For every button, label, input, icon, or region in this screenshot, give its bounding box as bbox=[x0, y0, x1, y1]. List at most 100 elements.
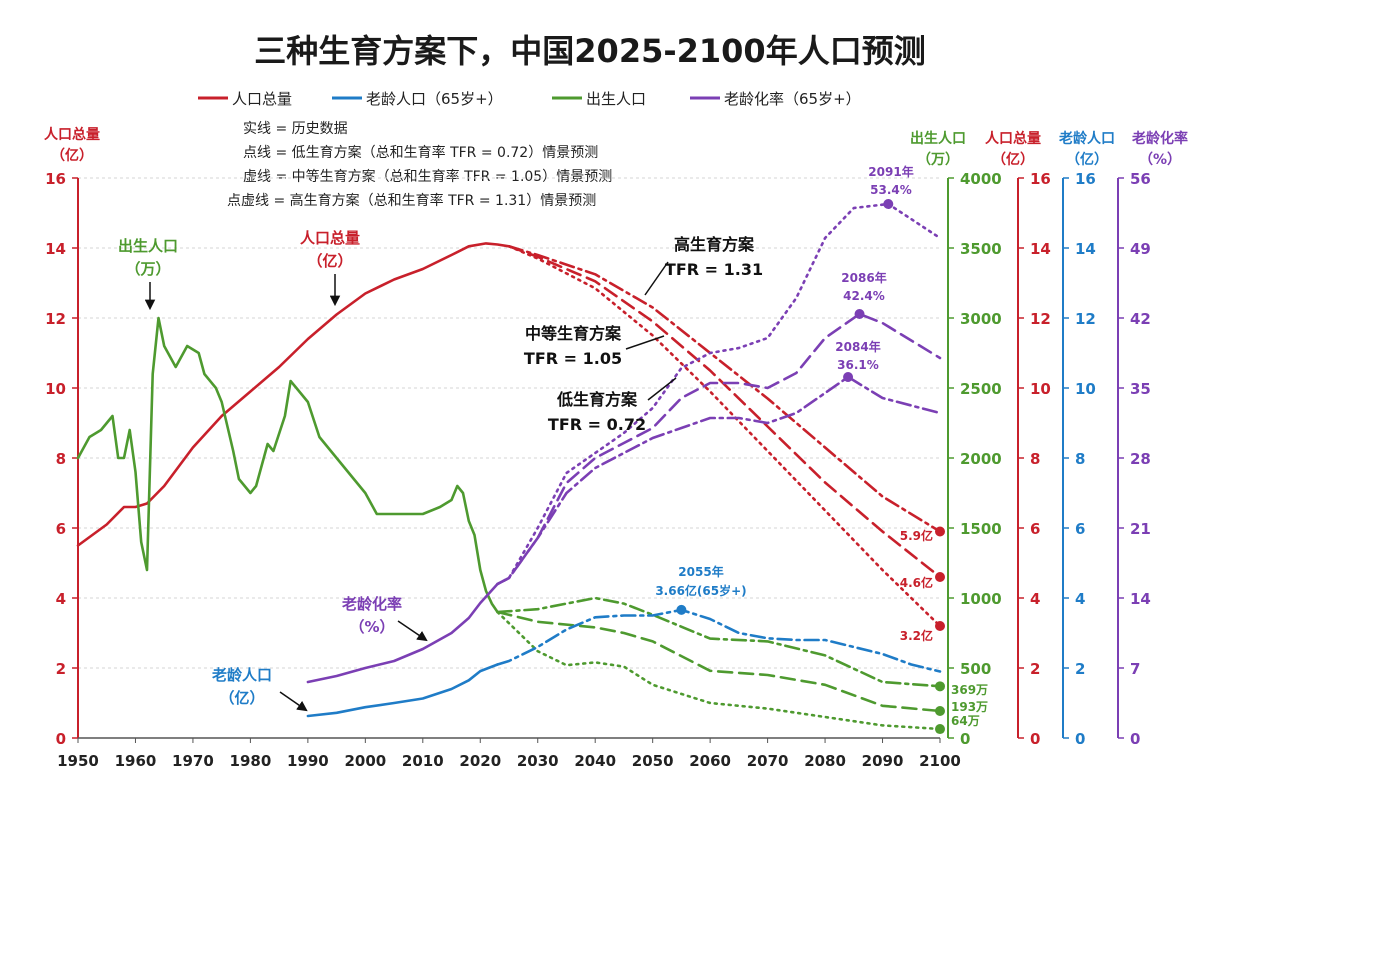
right-axis-tick-label-rate: 28 bbox=[1130, 450, 1151, 468]
right-axis-births-title: 出生人口 bbox=[910, 130, 966, 147]
label-end-pop-high: 5.9亿 bbox=[900, 528, 933, 543]
series-line-7 bbox=[496, 610, 942, 731]
line-style-notes: 实线 = 历史数据 点线 = 低生育方案（总和生育率 TFR = 0.72）情景… bbox=[227, 121, 612, 209]
data-marker-1 bbox=[935, 572, 945, 582]
right-axis-tick-label-rate: 35 bbox=[1130, 380, 1151, 398]
annotation-peak-2055-year: 2055年 bbox=[678, 564, 723, 579]
right-axis-tick-label-elderly: 6 bbox=[1075, 520, 1085, 538]
annotation-mid-tfr: TFR = 1.05 bbox=[524, 349, 622, 368]
series-line-11 bbox=[496, 312, 942, 586]
left-axis-tick-label: 8 bbox=[56, 450, 66, 468]
legend-label-aging-rate: 老龄化率（65岁+） bbox=[724, 90, 861, 108]
data-marker-2 bbox=[935, 621, 945, 631]
right-axis-elderly-unit: （亿） bbox=[1066, 151, 1108, 168]
leader-mid bbox=[625, 335, 665, 350]
x-axis-tick-label: 2020 bbox=[459, 752, 501, 770]
right-axis-tick-label-rate: 21 bbox=[1130, 520, 1151, 538]
x-axis-tick-label: 2050 bbox=[632, 752, 674, 770]
series-line-8 bbox=[306, 663, 499, 718]
annotation-peak-2086-year: 2086年 bbox=[841, 270, 886, 285]
label-end-birth-mid: 193万 bbox=[951, 700, 988, 714]
right-axis-tick-label-pop: 10 bbox=[1030, 380, 1051, 398]
x-axis-tick-label: 1950 bbox=[57, 752, 99, 770]
right-axis-tick-label-pop: 8 bbox=[1030, 450, 1040, 468]
annotation-low-tfr: TFR = 0.72 bbox=[548, 415, 646, 434]
annotation-peak-2055-value: 3.66亿(65岁+) bbox=[655, 583, 746, 598]
annotation-elderly-unit: （亿） bbox=[219, 689, 264, 707]
x-axis-tick-label: 2100 bbox=[919, 752, 961, 770]
x-axis-tick-label: 2000 bbox=[344, 752, 386, 770]
series-lines bbox=[76, 202, 942, 731]
left-axis-tick-label: 6 bbox=[56, 520, 66, 538]
right-axis-tick-label-births: 1000 bbox=[960, 590, 1002, 608]
right-axis-tick-label-rate: 42 bbox=[1130, 310, 1151, 328]
axis-titles: 人口总量 （亿） 出生人口 （万） 人口总量 （亿） 老龄人口 （亿） 老龄化率… bbox=[44, 126, 1188, 168]
series-line-12 bbox=[496, 202, 942, 586]
annotation-births-unit: （万） bbox=[125, 260, 170, 278]
label-end-birth-high: 369万 bbox=[951, 683, 988, 697]
right-axis-tick-label-rate: 7 bbox=[1130, 660, 1140, 678]
end-markers bbox=[676, 199, 945, 735]
right-axis-tick-label-elderly: 10 bbox=[1075, 380, 1096, 398]
annotation-low-plan: 低生育方案 bbox=[556, 390, 638, 409]
left-axis-tick-label: 12 bbox=[45, 310, 66, 328]
annotation-pop-unit: （亿） bbox=[307, 252, 352, 270]
right-axis-tick-label-births: 2500 bbox=[960, 380, 1002, 398]
series-line-9 bbox=[496, 608, 942, 673]
note-dashed: 虚线 = 中等生育方案（总和生育率 TFR = 1.05）情景预测 bbox=[243, 168, 612, 185]
note-dashdot: 点虚线 = 高生育方案（总和生育率 TFR = 1.31）情景预测 bbox=[227, 192, 596, 209]
label-end-birth-low: 64万 bbox=[951, 714, 980, 728]
legend-label-births: 出生人口 bbox=[586, 90, 646, 108]
left-axis-unit: （亿） bbox=[51, 147, 93, 164]
annotation-pop-label: 人口总量 bbox=[300, 229, 360, 247]
leader-high bbox=[644, 261, 669, 296]
data-marker-7 bbox=[883, 199, 894, 209]
left-axis-tick-label: 4 bbox=[56, 590, 66, 608]
x-axis-tick-label: 2090 bbox=[862, 752, 904, 770]
x-axis-tick-label: 2060 bbox=[689, 752, 731, 770]
chart-title: 三种生育方案下，中国2025-2100年人口预测 bbox=[254, 32, 925, 70]
x-axis-tick-label: 1970 bbox=[172, 752, 214, 770]
x-axis-tick-label: 2040 bbox=[574, 752, 616, 770]
right-axis-tick-label-elderly: 2 bbox=[1075, 660, 1085, 678]
right-axis-elderly-title: 老龄人口 bbox=[1059, 130, 1115, 147]
data-marker-6 bbox=[676, 604, 687, 615]
left-axis-tick-label: 16 bbox=[45, 170, 66, 188]
annotation-peak-2091-year: 2091年 bbox=[868, 164, 913, 179]
annotation-mid-plan: 中等生育方案 bbox=[525, 324, 622, 343]
right-axis-tick-label-pop: 0 bbox=[1030, 730, 1040, 748]
right-axis-tick-label-births: 3500 bbox=[960, 240, 1002, 258]
x-axis-tick-label: 2080 bbox=[804, 752, 846, 770]
right-axis-tick-label-births: 0 bbox=[960, 730, 970, 748]
right-axis-tick-label-pop: 6 bbox=[1030, 520, 1040, 538]
left-axis-tick-label: 0 bbox=[56, 730, 66, 748]
right-axis-pop-unit: （亿） bbox=[992, 151, 1034, 168]
right-axis-tick-label-elderly: 0 bbox=[1075, 730, 1085, 748]
series-line-5 bbox=[496, 596, 942, 688]
right-axis-tick-label-rate: 0 bbox=[1130, 730, 1140, 748]
annotations: 出生人口 （万） 人口总量 （亿） 老龄化率 （%） 老龄人口 （亿） 高生育方… bbox=[118, 164, 988, 728]
arrow-elderly bbox=[279, 691, 308, 712]
label-end-pop-mid: 4.6亿 bbox=[900, 575, 933, 590]
x-axis-tick-label: 2070 bbox=[747, 752, 789, 770]
x-axis-tick-label: 1990 bbox=[287, 752, 329, 770]
data-marker-8 bbox=[854, 309, 865, 319]
right-axis-tick-label-pop: 2 bbox=[1030, 660, 1040, 678]
note-dotted: 点线 = 低生育方案（总和生育率 TFR = 0.72）情景预测 bbox=[243, 144, 598, 161]
annotation-peak-2084-year: 2084年 bbox=[835, 339, 880, 354]
right-axis-tick-label-elderly: 14 bbox=[1075, 240, 1096, 258]
note-solid: 实线 = 历史数据 bbox=[243, 121, 348, 137]
right-axis-tick-label-rate: 56 bbox=[1130, 170, 1151, 188]
series-line-13 bbox=[496, 375, 942, 586]
annotation-peak-2086-value: 42.4% bbox=[843, 289, 885, 303]
right-axis-tick-label-pop: 16 bbox=[1030, 170, 1051, 188]
right-axis-tick-label-pop: 14 bbox=[1030, 240, 1051, 258]
series-line-10 bbox=[306, 582, 499, 684]
right-axis-tick-label-births: 2000 bbox=[960, 450, 1002, 468]
annotation-peak-2084-value: 36.1% bbox=[837, 358, 879, 372]
x-axis-tick-label: 1960 bbox=[115, 752, 157, 770]
series-line-6 bbox=[496, 610, 942, 713]
